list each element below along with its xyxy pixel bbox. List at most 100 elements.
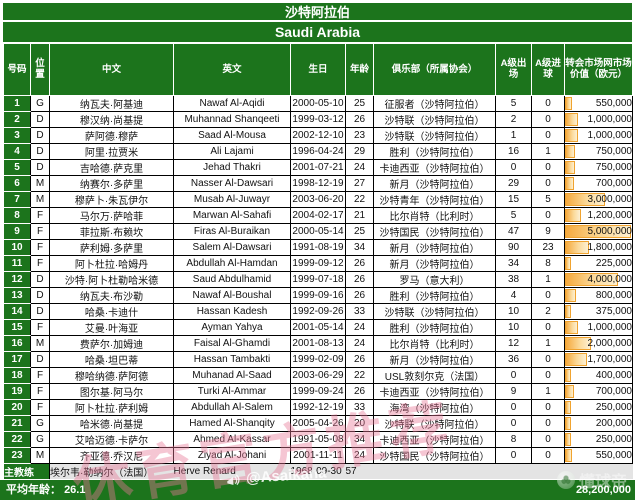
player-number: 13 <box>3 286 31 304</box>
player-birthday: 2003-06-29 <box>290 366 346 384</box>
player-age: 26 <box>345 286 374 304</box>
player-number: 10 <box>3 238 31 256</box>
player-position: F <box>30 382 50 400</box>
player-birthday: 1996-04-24 <box>290 142 346 160</box>
player-birthday: 2003-06-20 <box>290 190 346 208</box>
player-age: 20 <box>345 414 374 432</box>
market-value-bar <box>565 144 575 158</box>
player-birthday: 1999-03-12 <box>290 110 346 128</box>
player-goals: 1 <box>531 270 565 288</box>
player-caps: 2 <box>495 110 532 128</box>
player-name-chinese: 纳瓦夫·布沙勒 <box>49 286 174 304</box>
market-value-bar <box>565 224 631 238</box>
player-name-english: Muhannad Shanqeeti <box>173 110 291 128</box>
coach-goals-empty <box>531 463 565 479</box>
column-header: 英文 <box>173 42 291 96</box>
market-value-text: 1,800,000 <box>587 241 632 253</box>
player-position: G <box>30 414 50 432</box>
player-birthday: 2001-11-11 <box>290 446 346 464</box>
squad-table: 号码 位置 中文 英文 生日 年龄 俱乐部（所属协会） A级出场 A级进球 转会市场网市场价值（欧… <box>3 42 633 480</box>
player-club: 比尔肖特（比利时） <box>373 334 496 352</box>
player-club: USL敦刻尔克（法国） <box>373 366 496 384</box>
player-caps: 36 <box>495 350 532 368</box>
market-value-text: 250,000 <box>595 433 632 445</box>
player-name-english: Saud Abdulhamid <box>173 270 291 288</box>
player-goals: 1 <box>531 382 565 400</box>
player-age: 26 <box>345 350 374 368</box>
player-club: 沙特联（沙特阿拉伯） <box>373 126 496 144</box>
player-name-english: Ayman Yahya <box>173 318 291 336</box>
player-market-value: 225,000 <box>564 254 633 272</box>
player-market-value: 250,000 <box>564 398 633 416</box>
player-caps: 0 <box>495 398 532 416</box>
player-birthday: 1999-09-12 <box>290 254 346 272</box>
player-age: 26 <box>345 382 374 400</box>
player-club: 沙特国民（沙特阿拉伯） <box>373 446 496 464</box>
page-title-chinese: 沙特阿拉伯 <box>3 3 632 22</box>
player-caps: 5 <box>495 94 532 112</box>
player-name-chinese: 哈桑·坦巴蒂 <box>49 350 174 368</box>
market-value-bar <box>565 336 592 350</box>
player-position: M <box>30 334 50 352</box>
player-market-value: 2,000,000 <box>564 334 633 352</box>
player-name-english: Nasser Al-Dawsari <box>173 174 291 192</box>
player-name-english: Nawaf Al-Aqidi <box>173 94 291 112</box>
player-number: 16 <box>3 334 31 352</box>
player-age: 33 <box>345 398 374 416</box>
player-market-value: 375,000 <box>564 302 633 320</box>
market-value-bar <box>565 352 588 366</box>
player-goals: 2 <box>531 302 565 320</box>
column-header: 转会市场网市场价值（欧元） <box>564 42 633 96</box>
player-goals: 9 <box>531 222 565 240</box>
player-birthday: 1999-09-24 <box>290 382 346 400</box>
player-number: 15 <box>3 318 31 336</box>
player-name-chinese: 菲拉斯·布赖坎 <box>49 222 174 240</box>
player-club: 胜利（沙特阿拉伯） <box>373 318 496 336</box>
player-goals: 0 <box>531 446 565 464</box>
player-club: 海湾（沙特阿拉伯） <box>373 398 496 416</box>
player-number: 5 <box>3 158 31 176</box>
player-goals: 0 <box>531 206 565 224</box>
average-age-value: 26.1 <box>64 483 86 496</box>
player-name-chinese: 艾哈迈德·卡萨尔 <box>49 430 174 448</box>
market-value-bar <box>565 240 589 254</box>
player-name-chinese: 图尔基·阿马尔 <box>49 382 174 400</box>
player-caps: 8 <box>495 430 532 448</box>
player-position: D <box>30 302 50 320</box>
player-club: 沙特青年（沙特阿拉伯） <box>373 190 496 208</box>
market-value-text: 1,000,000 <box>587 113 632 125</box>
player-market-value: 1,000,000 <box>564 110 633 128</box>
player-name-chinese: 穆哈纳德·萨阿德 <box>49 366 174 384</box>
table-row: 18 F 穆哈纳德·萨阿德 Muhanad Al-Saad 2003-06-29 22 US… <box>3 366 633 384</box>
player-market-value: 700,000 <box>564 382 633 400</box>
player-age: 26 <box>345 110 374 128</box>
player-name-chinese: 萨阿德·穆萨 <box>49 126 174 144</box>
player-goals: 0 <box>531 430 565 448</box>
player-position: D <box>30 158 50 176</box>
market-value-text: 5,000,000 <box>587 225 632 237</box>
player-position: F <box>30 238 50 256</box>
coach-caps-empty <box>495 463 532 479</box>
player-position: F <box>30 318 50 336</box>
coach-label: 主教练 <box>3 462 50 480</box>
market-value-bar <box>565 272 618 286</box>
player-caps: 10 <box>495 302 532 320</box>
market-value-text: 700,000 <box>595 177 632 189</box>
coach-value-empty <box>564 463 633 479</box>
player-name-english: Salem Al-Dawsari <box>173 238 291 256</box>
player-name-chinese: 萨利姆·多萨里 <box>49 238 174 256</box>
player-age: 22 <box>345 190 374 208</box>
player-caps: 34 <box>495 254 532 272</box>
player-age: 26 <box>345 270 374 288</box>
table-row: 7 M 穆萨卜·朱瓦伊尔 Musab Al-Juwayr 2003-06-20 22 沙特青… <box>3 190 633 208</box>
player-name-chinese: 费萨尔·加姆迪 <box>49 334 174 352</box>
player-name-chinese: 艾曼·叶海亚 <box>49 318 174 336</box>
coach-name-chinese: 埃尔韦·勒纳尔（法国） <box>49 463 174 479</box>
player-goals: 0 <box>531 158 565 176</box>
player-goals: 8 <box>531 254 565 272</box>
market-value-text: 2,000,000 <box>587 337 632 349</box>
player-caps: 4 <box>495 286 532 304</box>
market-value-text: 375,000 <box>595 305 632 317</box>
average-age-label: 平均年龄： <box>6 483 61 496</box>
table-row: 22 G 艾哈迈德·卡萨尔 Ahmed Al-Kassar 1991-05-08 34 卡迪… <box>3 430 633 448</box>
